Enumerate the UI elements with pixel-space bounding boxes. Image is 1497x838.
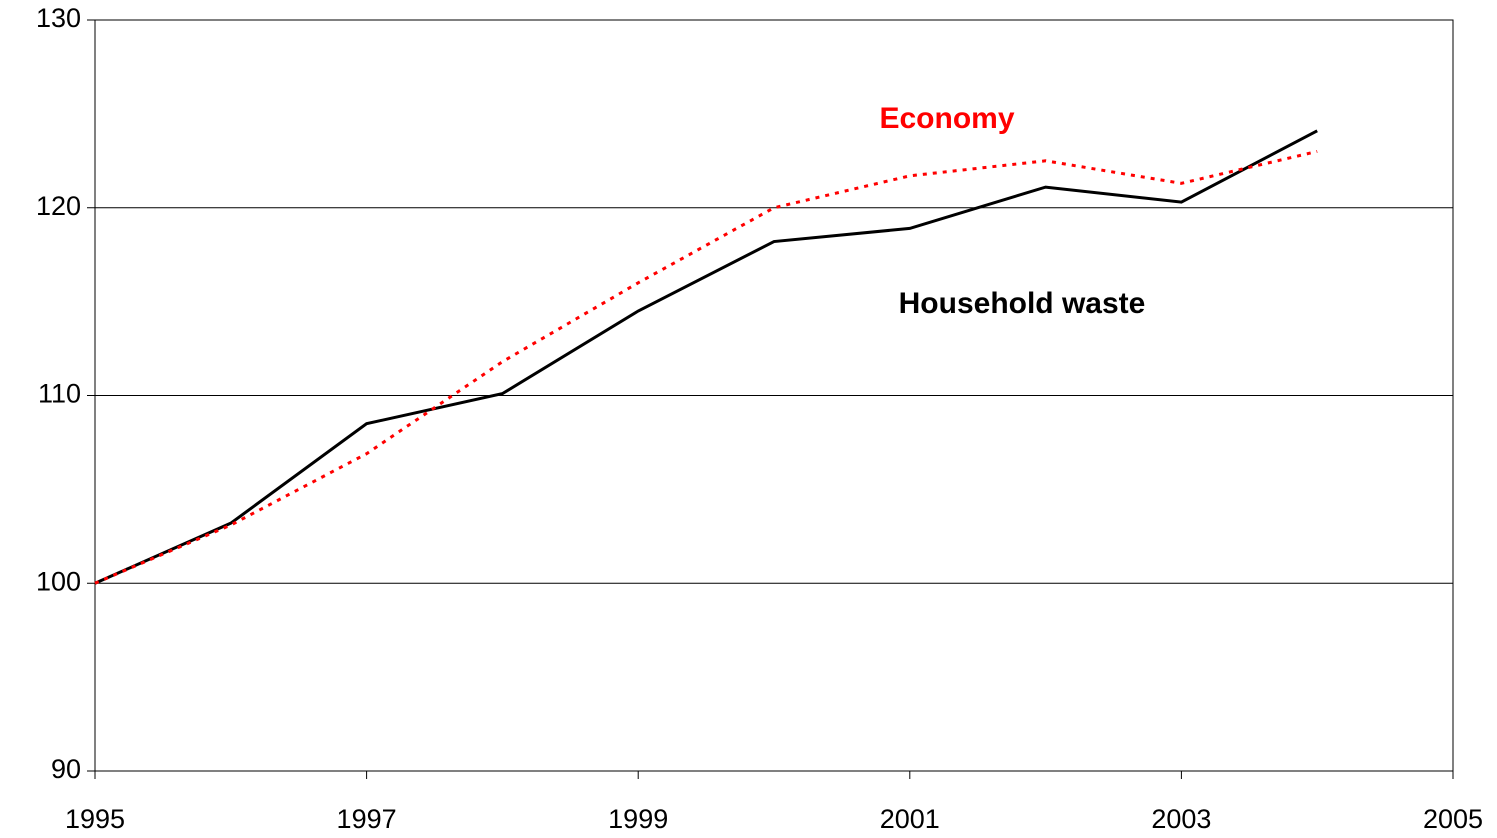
y-tick-label: 100 <box>36 566 81 596</box>
plot-frame <box>94 19 1454 772</box>
x-tick-label: 2003 <box>1151 804 1211 834</box>
series-label: Economy <box>879 102 1014 135</box>
x-tick-label: 1995 <box>65 804 125 834</box>
x-tick-label: 2005 <box>1423 804 1483 834</box>
x-tick-label: 1997 <box>337 804 397 834</box>
y-tick-label: 110 <box>38 379 81 409</box>
series-line <box>94 149 1318 585</box>
y-tick-label: 90 <box>51 754 81 784</box>
y-tick-label: 130 <box>36 3 81 33</box>
series-label: Household waste <box>899 287 1146 320</box>
x-tick-label: 2001 <box>880 804 940 834</box>
series-line <box>94 129 1318 585</box>
y-tick-label: 120 <box>36 191 81 221</box>
x-tick-label: 1999 <box>608 804 668 834</box>
